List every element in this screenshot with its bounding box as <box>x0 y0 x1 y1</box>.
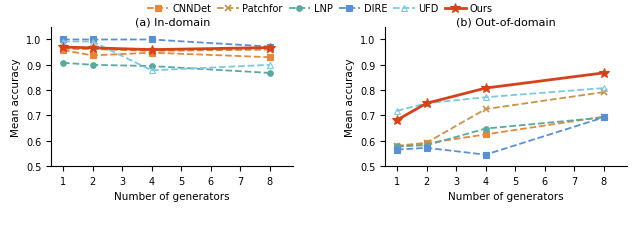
Y-axis label: Mean accuracy: Mean accuracy <box>10 58 20 136</box>
X-axis label: Number of generators: Number of generators <box>449 191 564 201</box>
Legend: CNNDet, Patchfor, LNP, DIRE, UFD, Ours: CNNDet, Patchfor, LNP, DIRE, UFD, Ours <box>145 3 495 16</box>
Y-axis label: Mean accuracy: Mean accuracy <box>344 58 355 136</box>
Title: (a) In-domain: (a) In-domain <box>134 17 210 27</box>
Title: (b) Out-of-domain: (b) Out-of-domain <box>456 17 556 27</box>
X-axis label: Number of generators: Number of generators <box>115 191 230 201</box>
